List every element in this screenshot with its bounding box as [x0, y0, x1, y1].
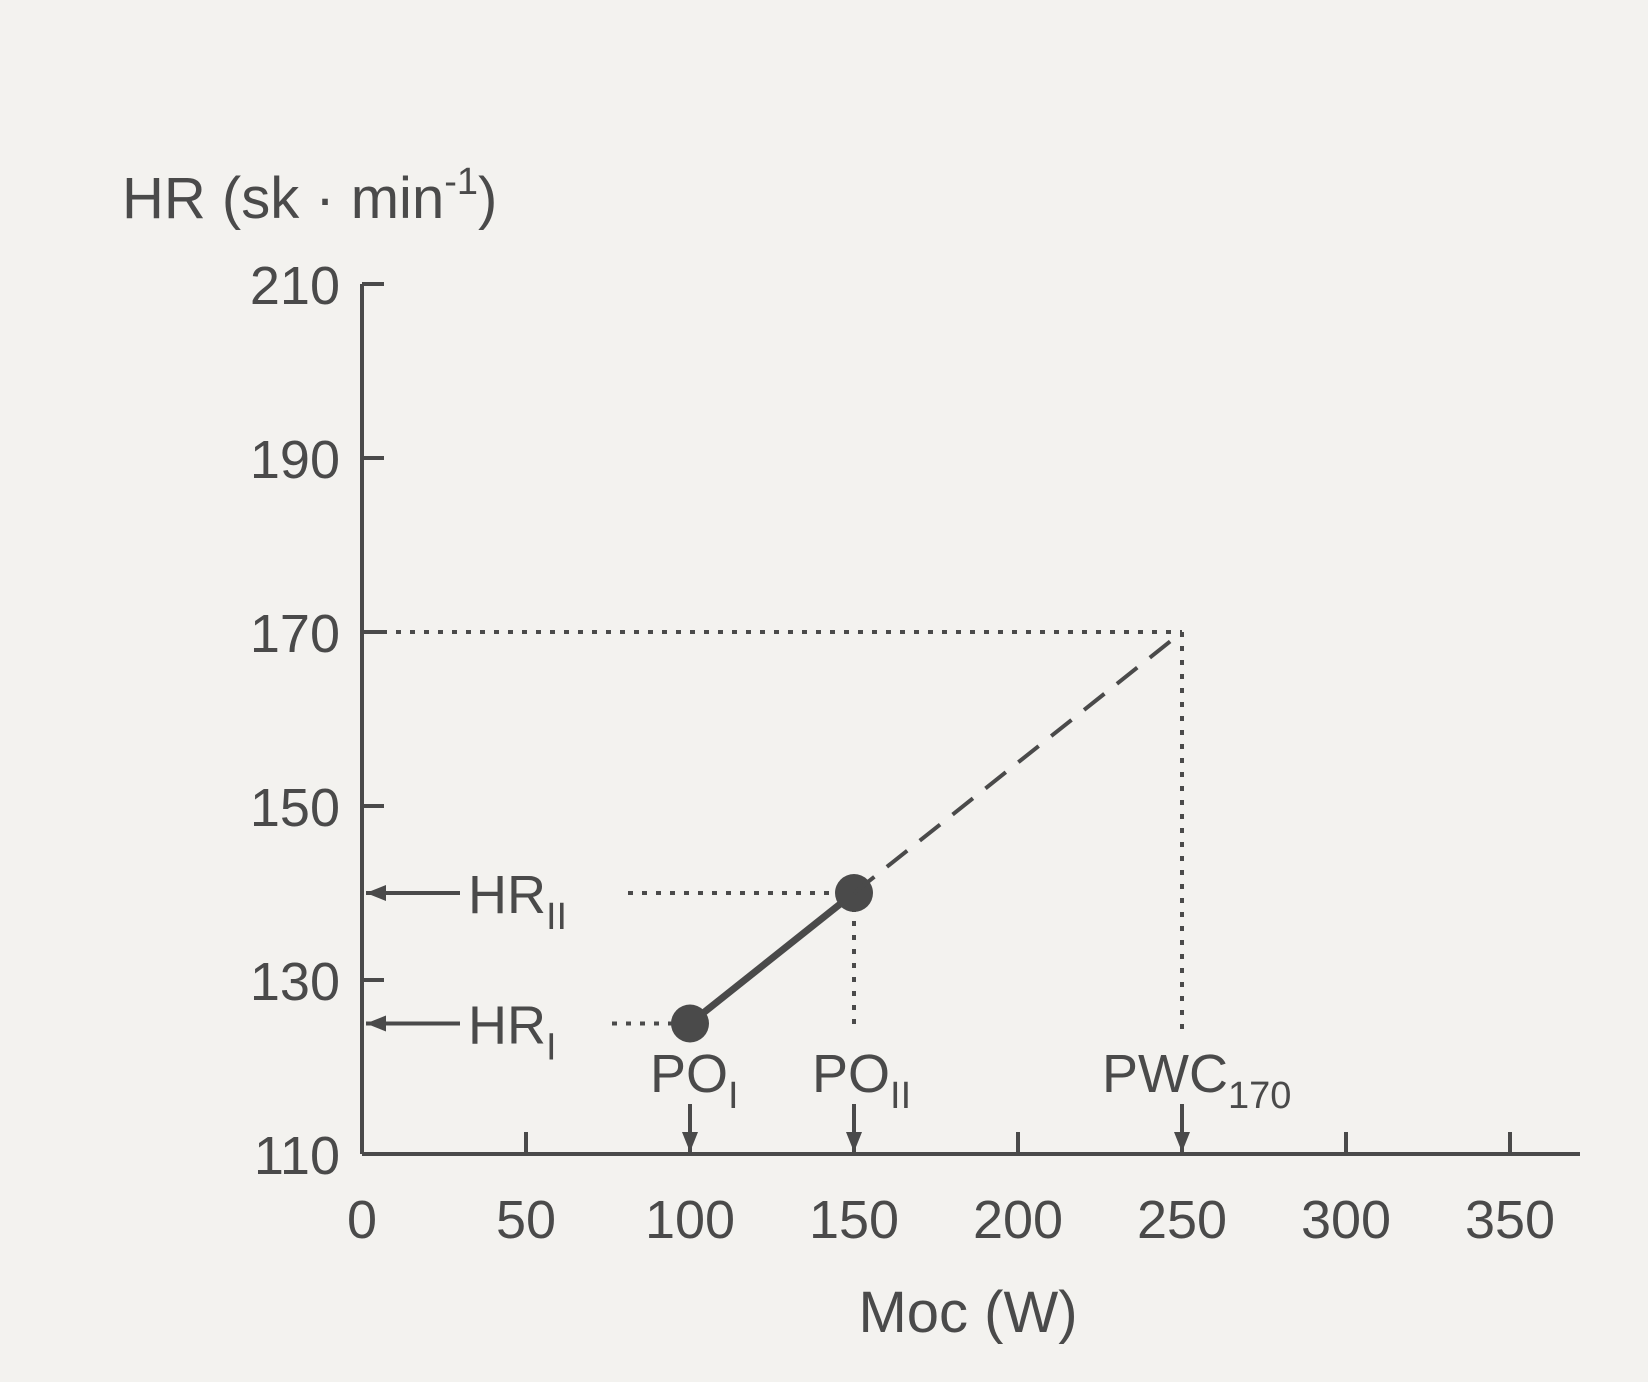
- x-tick-label: 250: [1137, 1190, 1227, 1250]
- x-tick-label: 350: [1465, 1190, 1555, 1250]
- labels-layer: HRII HRI POI POII PWC170: [366, 865, 1291, 1152]
- pwc-arrow-head: [1174, 1132, 1190, 1152]
- x-tick-label: 0: [347, 1190, 377, 1250]
- reference-lines: [368, 630, 1184, 1030]
- po2-label: POII: [812, 1044, 911, 1117]
- y-tick-label: 110: [254, 1126, 340, 1186]
- y-axis-title: HR (sk · min-1): [122, 161, 497, 231]
- po1-label: POI: [650, 1044, 739, 1117]
- y-tick-label: 210: [250, 256, 340, 316]
- hr2-label: HRII: [468, 865, 567, 938]
- hr1-arrow-head: [366, 1015, 386, 1032]
- y-tick-label: 170: [250, 604, 340, 664]
- x-tick-label: 300: [1301, 1190, 1391, 1250]
- series-layer: [671, 630, 1184, 1043]
- y-tick-label: 130: [250, 952, 340, 1012]
- x-tick-label: 150: [809, 1190, 899, 1250]
- pwc-label: PWC170: [1102, 1044, 1291, 1117]
- x-tick-label: 50: [496, 1190, 556, 1250]
- measured-line: [687, 890, 857, 1027]
- y-tick-label: 190: [250, 430, 340, 490]
- y-tick-label: 150: [250, 778, 340, 838]
- hr1-label: HRI: [468, 996, 557, 1069]
- x-tick-label: 200: [973, 1190, 1063, 1250]
- x-axis-title: Moc (W): [858, 1280, 1077, 1345]
- po1-arrow-head: [682, 1132, 698, 1152]
- axes: 110 130 150 170 190 210 0 50 100 150 200 250 300 350: [250, 256, 1580, 1250]
- data-point: [671, 1004, 709, 1043]
- x-tick-label: 100: [645, 1190, 735, 1250]
- po2-arrow-head: [846, 1132, 862, 1152]
- extrapolated-line: [852, 630, 1184, 895]
- hr2-arrow-head: [366, 885, 386, 901]
